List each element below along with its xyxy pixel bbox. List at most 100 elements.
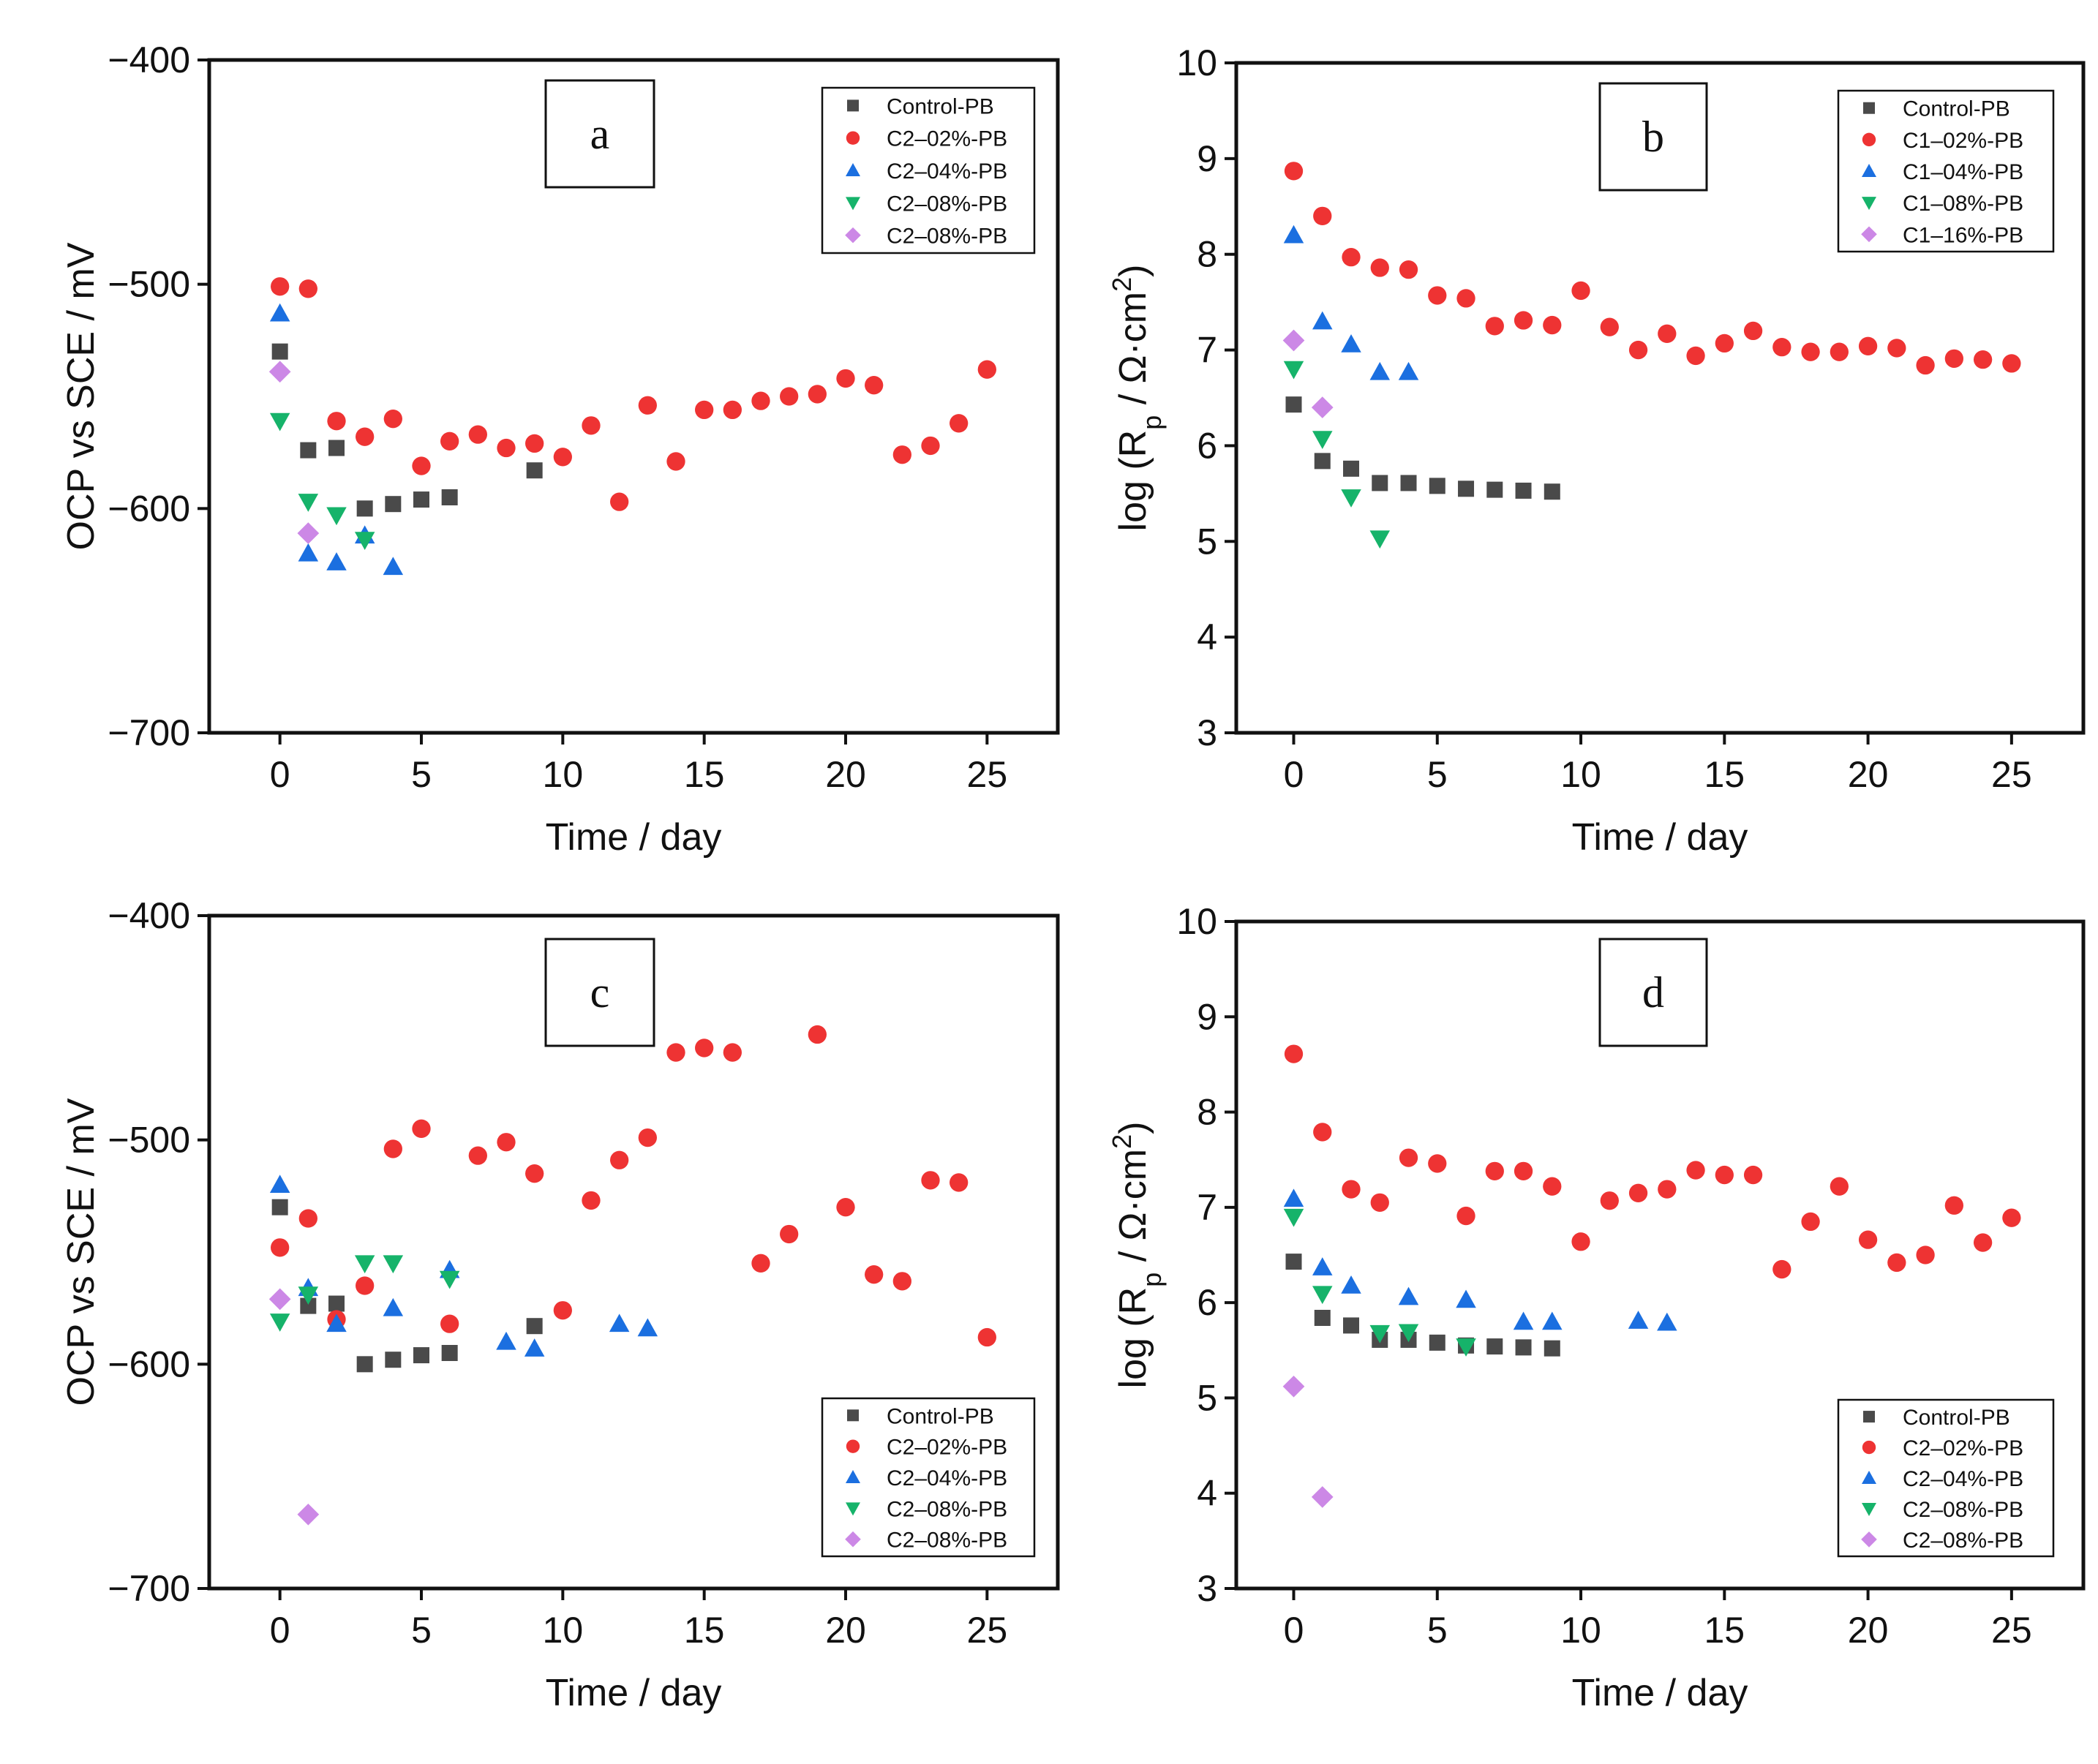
legend-marker <box>847 99 859 112</box>
data-point <box>1283 361 1304 380</box>
legend-marker <box>846 1470 860 1483</box>
x-tick-label: 5 <box>411 1610 432 1651</box>
y-tick-label: 4 <box>1197 1473 1217 1514</box>
data-point <box>441 1345 458 1361</box>
data-point <box>441 489 458 505</box>
data-point <box>950 414 969 433</box>
plot-frame <box>207 58 1060 735</box>
data-point <box>1284 1044 1304 1063</box>
data-point <box>808 385 827 404</box>
data-point <box>723 400 742 420</box>
x-tick-label: 10 <box>543 1610 584 1651</box>
legend: Control-PB C2–02%-PB C2–04%-PB C2–08%-PB C2–… <box>821 86 1036 255</box>
data-point <box>723 1043 742 1062</box>
series-4 <box>1282 1375 1334 1508</box>
data-point <box>1628 340 1648 360</box>
data-point <box>1398 361 1419 380</box>
panel-letter-box <box>544 938 655 1047</box>
y-tick-label: 3 <box>1197 712 1217 753</box>
legend-label: C1–04%-PB <box>1903 160 2023 184</box>
series-1 <box>271 1025 996 1347</box>
data-point <box>2002 1208 2021 1227</box>
series-0 <box>271 343 543 517</box>
legend-label: C2–02%-PB <box>887 1436 1007 1460</box>
x-tick-label: 0 <box>1284 754 1304 795</box>
data-point <box>553 1301 572 1320</box>
y-axis-title: log (Rp / Ω·cm2) <box>1107 265 1167 532</box>
data-point <box>269 412 290 431</box>
y-tick-label: 3 <box>1197 1568 1217 1609</box>
y-tick-label: 7 <box>1197 330 1217 371</box>
data-point <box>1515 1339 1532 1356</box>
data-point <box>356 1356 373 1373</box>
legend-marker <box>1862 197 1876 211</box>
y-tick-label: −600 <box>108 1343 190 1384</box>
data-point <box>525 434 544 453</box>
y-tick-label: 6 <box>1197 425 1217 466</box>
data-point <box>695 1039 714 1058</box>
legend-label: C2–04%-PB <box>887 159 1007 184</box>
data-point <box>1283 1208 1304 1227</box>
data-point <box>1944 349 1964 368</box>
data-point <box>1858 336 1878 355</box>
series-2 <box>1283 1188 1677 1331</box>
x-tick-label: 5 <box>1427 1610 1448 1651</box>
data-point <box>1543 1177 1562 1196</box>
data-point <box>269 1175 290 1193</box>
data-point <box>383 1255 404 1274</box>
data-point <box>385 496 402 513</box>
data-point <box>1801 1212 1820 1232</box>
legend-marker <box>1862 1471 1876 1484</box>
data-point <box>497 438 516 458</box>
data-point <box>1456 1206 1475 1226</box>
plot-frame <box>1234 61 2086 735</box>
series-3 <box>1283 1208 1476 1357</box>
series-1 <box>1284 1044 2021 1279</box>
y-tick-label: 5 <box>1197 1377 1217 1418</box>
panel-d: 0 5 10 15 20 25 3 4 5 6 7 8 9 10 Time / day log (Rp / Ω… <box>1107 901 2086 1714</box>
x-tick-label: 15 <box>1704 754 1745 795</box>
y-tick-label: 6 <box>1197 1282 1217 1323</box>
data-point <box>524 1338 545 1357</box>
legend-box <box>1837 1398 2055 1558</box>
data-point <box>354 532 375 551</box>
data-point <box>1311 1486 1334 1508</box>
legend-marker <box>845 227 861 244</box>
legend-label: C2–08%-PB <box>1903 1498 2023 1522</box>
x-tick-label: 25 <box>1991 754 2032 795</box>
data-point <box>1743 321 1763 341</box>
data-point <box>271 1238 290 1257</box>
plot-frame <box>1234 919 2086 1591</box>
legend-label: C2–02%-PB <box>887 127 1007 151</box>
legend-label: C2–08%-PB <box>887 192 1007 216</box>
data-point <box>1314 453 1331 470</box>
legend-marker <box>845 1531 861 1548</box>
data-point <box>836 1198 855 1217</box>
y-tick-label: 5 <box>1197 521 1217 562</box>
data-point <box>383 410 402 429</box>
data-point <box>1600 317 1619 336</box>
y-tick-label: −400 <box>108 895 190 936</box>
data-point <box>1312 431 1333 450</box>
data-point <box>1887 339 1906 358</box>
data-point <box>1543 315 1562 335</box>
data-point <box>440 431 459 451</box>
data-point <box>1399 1148 1418 1167</box>
data-point <box>1370 258 1389 277</box>
x-tick-label: 15 <box>1704 1610 1745 1651</box>
data-point <box>271 277 290 296</box>
data-point <box>1283 225 1304 244</box>
legend-label: Control-PB <box>1903 97 2010 121</box>
data-point <box>271 343 288 360</box>
x-tick-label: 20 <box>1848 754 1889 795</box>
data-point <box>1772 337 1791 357</box>
x-tick-label: 10 <box>1560 1610 1601 1651</box>
data-point <box>497 1133 516 1152</box>
data-point <box>780 387 799 406</box>
data-point <box>1686 346 1705 366</box>
y-axis-title: log (Rp / Ω·cm2) <box>1107 1122 1167 1389</box>
legend: Control-PB C1–02%-PB C1–04%-PB C1–08%-PB C1–… <box>1837 89 2055 253</box>
legend-label: C2–08%-PB <box>887 225 1007 249</box>
data-point <box>921 436 940 456</box>
panel-letter-box <box>1598 82 1708 192</box>
